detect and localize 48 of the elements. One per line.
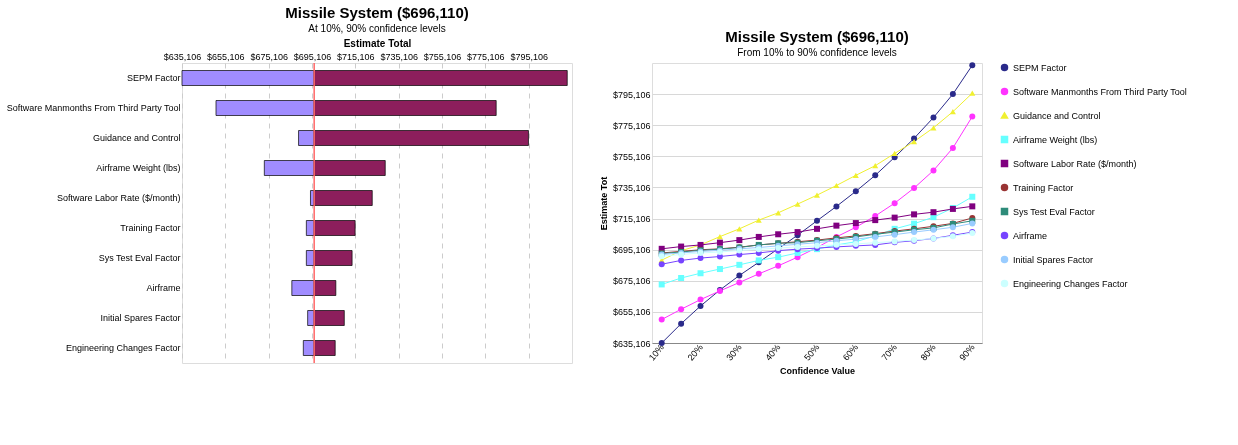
y-tick-label: Engineering Changes Factor — [65, 343, 181, 353]
chart-title: Missile System ($696,110) — [725, 28, 909, 46]
x-tick-label: $695,106 — [293, 51, 332, 62]
x-tick-label: $675,106 — [250, 51, 288, 62]
x-tick-label: $655,106 — [207, 51, 245, 62]
x-tick-label: 80% — [918, 342, 938, 363]
y-axis-title: Estimate Tot — [598, 176, 609, 231]
legend-label: Engineering Changes Factor — [1013, 278, 1128, 289]
legend-label: Training Factor — [1013, 182, 1074, 193]
x-tick-label: 60% — [840, 342, 861, 363]
legend-label: Airframe Weight (lbs) — [1013, 134, 1098, 145]
x-tick-label: $635,106 — [163, 51, 202, 62]
legend-label: Airframe — [1013, 230, 1048, 241]
chart-subtitle: From 10% to 90% confidence levels — [737, 47, 897, 59]
x-tick-label: $755,106 — [423, 51, 462, 62]
y-tick-label: $755,106 — [612, 151, 651, 162]
y-tick-label: $655,106 — [612, 307, 651, 318]
legend-label: SEPM Factor — [1013, 62, 1067, 73]
y-tick-label: $675,106 — [612, 276, 651, 287]
y-tick-label: Software Labor Rate ($/month) — [56, 193, 181, 203]
legend-label: Sys Test Eval Factor — [1013, 206, 1095, 217]
y-tick-label: $735,106 — [612, 182, 651, 193]
y-tick-label: Airframe — [146, 283, 181, 293]
y-tick-label: Airframe Weight (lbs) — [96, 163, 181, 173]
x-tick-label: $795,106 — [510, 51, 548, 62]
y-tick-label: Initial Spares Factor — [100, 313, 181, 323]
legend-label: Guidance and Control — [1013, 110, 1101, 121]
x-tick-label: $715,106 — [337, 51, 375, 62]
legend-label: Software Manmonths From Third Party Tool — [1013, 86, 1187, 97]
y-tick-label: Software Manmonths From Third Party Tool — [6, 103, 181, 113]
y-tick-label: $795,106 — [612, 89, 651, 100]
y-tick-label: SEPM Factor — [126, 73, 181, 83]
legend-label: Initial Spares Factor — [1013, 254, 1094, 265]
x-tick-label: $735,106 — [380, 51, 418, 62]
y-tick-label: $715,106 — [612, 214, 651, 225]
x-axis-title: Estimate Total — [343, 37, 412, 49]
y-tick-label: Training Factor — [120, 223, 181, 233]
y-tick-label: $695,106 — [612, 245, 651, 256]
chart-title: Missile System ($696,110) — [285, 4, 469, 21]
x-tick-label: $775,106 — [467, 51, 505, 62]
x-axis-title: Confidence Value — [779, 365, 856, 376]
chart-subtitle: At 10%, 90% confidence levels — [308, 23, 446, 34]
x-tick-label: 70% — [879, 342, 899, 363]
y-tick-label: $775,106 — [612, 120, 651, 131]
legend-label: Software Labor Rate ($/month) — [1013, 158, 1137, 169]
x-tick-label: 40% — [763, 342, 783, 363]
y-tick-label: Sys Test Eval Factor — [98, 253, 181, 263]
y-tick-label: Guidance and Control — [92, 133, 181, 143]
